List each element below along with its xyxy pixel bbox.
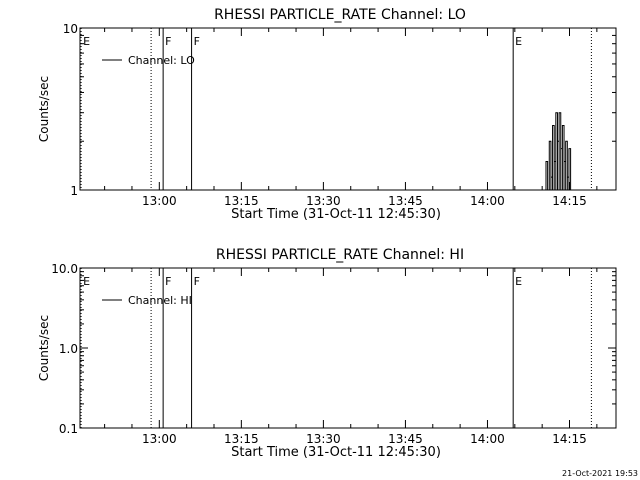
x-tick-label: 13:00 [142, 432, 177, 446]
x-tick-label: 13:30 [306, 194, 341, 208]
y-tick-label: 0.1 [59, 422, 78, 436]
event-marker-label: E [515, 35, 522, 48]
chart-title: RHESSI PARTICLE_RATE Channel: HI [216, 247, 464, 263]
x-tick-label: 13:45 [388, 194, 423, 208]
x-axis-label: Start Time (31-Oct-11 12:45:30) [231, 445, 441, 460]
y-tick-label: 1.0 [59, 342, 78, 356]
x-tick-label: 13:30 [306, 432, 341, 446]
x-tick-label: 13:00 [142, 194, 177, 208]
event-marker-label: F [194, 275, 200, 288]
x-tick-label: 14:00 [470, 194, 505, 208]
x-tick-label: 14:15 [552, 432, 587, 446]
event-marker-label: F [165, 275, 171, 288]
plot-frame [79, 27, 617, 191]
x-tick-label: 13:15 [224, 432, 259, 446]
event-marker-label: E [83, 275, 90, 288]
y-tick-label: 10.0 [51, 262, 78, 276]
plot-frame [79, 267, 617, 429]
x-tick-label: 13:45 [388, 432, 423, 446]
x-tick-label: 14:15 [552, 194, 587, 208]
chart-title: RHESSI PARTICLE_RATE Channel: LO [214, 7, 466, 23]
legend-label: Channel: HI [128, 294, 192, 307]
event-marker-label: F [165, 35, 171, 48]
y-tick-label: 1 [70, 184, 78, 198]
y-tick-label: 10 [63, 22, 78, 36]
event-marker-label: E [83, 35, 90, 48]
event-marker-label: F [194, 35, 200, 48]
footer-timestamp: 21-Oct-2021 19:53 [562, 469, 638, 478]
x-tick-label: 13:15 [224, 194, 259, 208]
x-tick-label: 14:00 [470, 432, 505, 446]
event-marker-label: E [515, 275, 522, 288]
series-line [543, 112, 574, 191]
x-axis-label: Start Time (31-Oct-11 12:45:30) [231, 207, 441, 222]
y-axis-label: Counts/sec [37, 76, 51, 142]
y-axis-label: Counts/sec [37, 315, 51, 381]
legend-label: Channel: LO [128, 54, 195, 67]
